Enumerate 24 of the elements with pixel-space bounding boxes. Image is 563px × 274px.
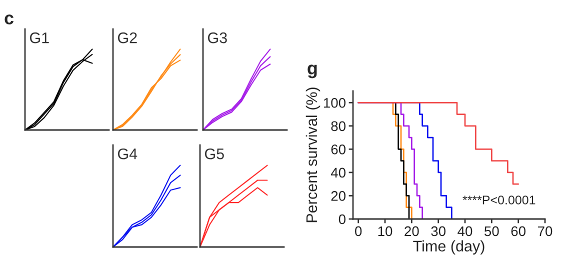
- text: c: [4, 14, 14, 24]
- x-tick-label: 20: [404, 226, 419, 236]
- x-axis-title: Time (day): [413, 240, 484, 255]
- x-tick-label: 30: [431, 226, 446, 236]
- chart-title: G2: [118, 32, 137, 44]
- x-tick-label: 0: [355, 226, 362, 236]
- chart-title: g: [308, 64, 317, 78]
- chart-title: G4: [118, 148, 138, 160]
- x-tick-label: 60: [511, 226, 526, 236]
- x-tick-label: 50: [484, 226, 499, 236]
- y-tick-label: 0: [338, 214, 346, 224]
- y-tick-label: 20: [331, 191, 346, 201]
- y-tick-label: 40: [330, 168, 346, 178]
- chart-title: G5: [204, 148, 224, 160]
- annotation: ****P<0.0001: [462, 196, 536, 204]
- chart-title: G1: [30, 32, 49, 44]
- y-tick-label: 80: [331, 121, 346, 132]
- y-axis-title: Percent survival (%): [306, 88, 320, 222]
- x-tick-label: 40: [458, 226, 472, 236]
- chart-title: G3: [208, 32, 227, 44]
- x-tick-label: 70: [538, 226, 552, 236]
- x-tick-label: 10: [378, 226, 392, 236]
- y-tick-label: 60: [331, 144, 346, 154]
- y-tick-label: 100: [324, 98, 346, 108]
